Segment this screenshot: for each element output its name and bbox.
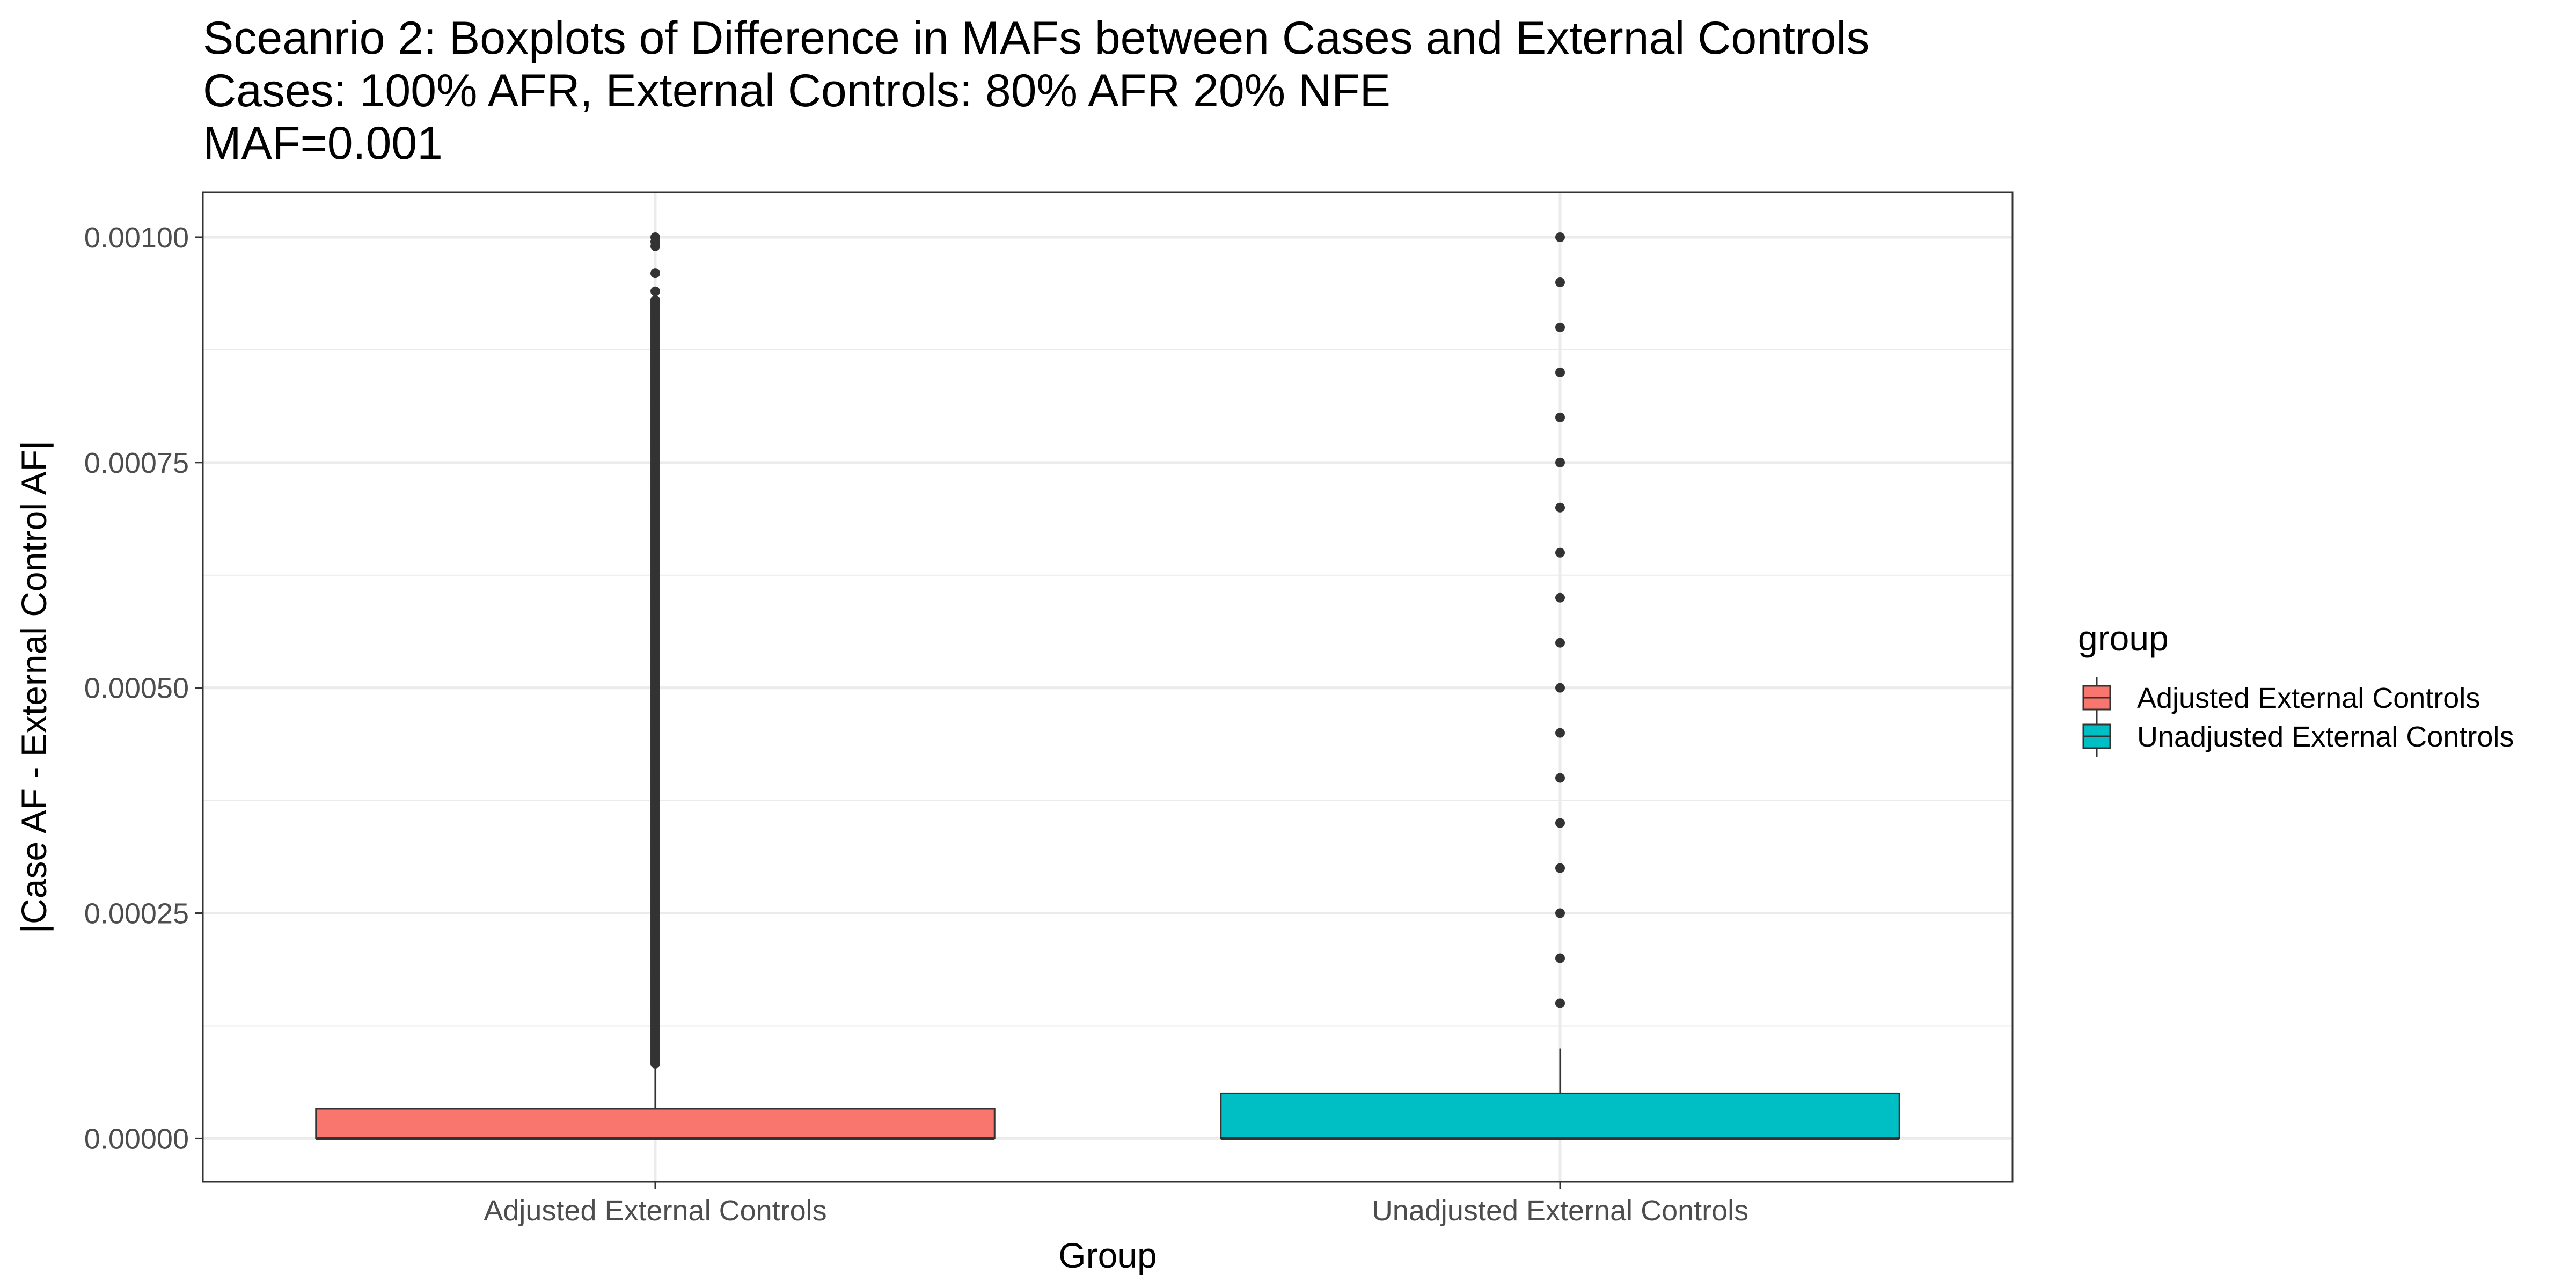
boxes — [315, 232, 1900, 1140]
legend-key-adjusted — [2082, 677, 2111, 718]
outlier-point — [1555, 277, 1565, 287]
outlier-point — [650, 268, 660, 279]
x-tick-label: Adjusted External Controls — [484, 1195, 826, 1227]
grid-lines — [203, 192, 2012, 1182]
legend-label-unadjusted: Unadjusted External Controls — [2137, 721, 2514, 753]
outlier-point — [1555, 863, 1565, 873]
outlier-point — [1555, 547, 1565, 558]
legend-key-unadjusted — [2082, 716, 2111, 757]
box-iqr — [315, 1108, 996, 1139]
outlier-point — [1555, 773, 1565, 783]
outlier-point — [1555, 638, 1565, 648]
chart-title-line-1: Sceanrio 2: Boxplots of Difference in MA… — [203, 12, 1870, 64]
plot-panel-border — [202, 191, 2014, 1183]
chart-title-line-3: MAF=0.001 — [203, 118, 443, 169]
outlier-point — [1555, 998, 1565, 1008]
outlier-point — [1555, 457, 1565, 467]
outlier-point — [1555, 322, 1565, 332]
outlier-point — [1555, 728, 1565, 738]
outlier-point — [1555, 367, 1565, 377]
outlier-point — [1555, 683, 1565, 693]
boxplot-unadjusted — [1220, 232, 1900, 1140]
axes: 0.00000 0.00025 0.00050 0.00075 0.00100 Adjus… — [84, 222, 1748, 1227]
y-tick-label: 0.00075 — [84, 447, 189, 479]
legend: group Adjusted External Controls Unadjus… — [2078, 618, 2514, 757]
outlier-point — [650, 295, 660, 305]
outlier-point — [650, 232, 660, 242]
outlier-point — [1555, 232, 1565, 242]
outlier-point — [1555, 412, 1565, 422]
outlier-point — [1555, 953, 1565, 963]
y-tick-label: 0.00000 — [84, 1123, 189, 1155]
legend-label-adjusted: Adjusted External Controls — [2137, 682, 2480, 714]
x-tick-label: Unadjusted External Controls — [1372, 1195, 1748, 1227]
box-iqr — [1220, 1092, 1900, 1139]
outlier-point — [1555, 592, 1565, 603]
outlier-point — [1555, 908, 1565, 918]
outlier-point — [650, 286, 660, 296]
outlier-point — [1555, 818, 1565, 828]
boxplot-adjusted — [315, 232, 996, 1140]
y-tick-label: 0.00100 — [84, 222, 189, 254]
legend-title: group — [2078, 618, 2169, 658]
x-axis-label: Group — [1058, 1235, 1157, 1275]
outlier-point — [1555, 502, 1565, 513]
y-tick-label: 0.00050 — [84, 672, 189, 705]
chart-title-line-2: Cases: 100% AFR, External Controls: 80% … — [203, 65, 1391, 116]
y-axis-label: |Case AF - External Control AF| — [14, 441, 54, 933]
y-tick-label: 0.00025 — [84, 898, 189, 930]
